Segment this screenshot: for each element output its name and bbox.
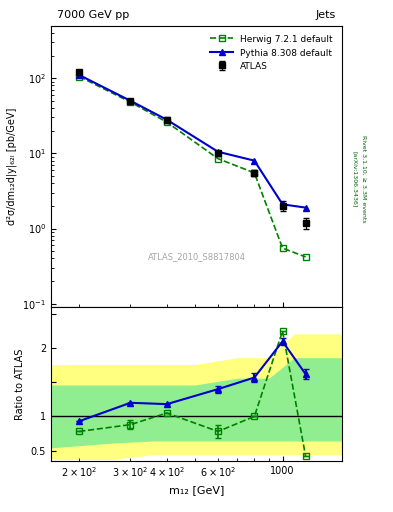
Herwig 7.2.1 default [164,119,169,125]
Pythia 8.308 default [252,158,257,164]
Pythia 8.308 default [303,204,308,210]
Legend: Herwig 7.2.1 default, Pythia 8.308 default, ATLAS: Herwig 7.2.1 default, Pythia 8.308 defau… [206,30,338,75]
Text: Jets: Jets [316,10,336,20]
Text: [arXiv:1306.3436]: [arXiv:1306.3436] [352,151,357,207]
Pythia 8.308 default [280,201,285,207]
Herwig 7.2.1 default [77,74,82,80]
Pythia 8.308 default [216,148,220,155]
Herwig 7.2.1 default [280,245,285,251]
Text: ATLAS_2010_S8817804: ATLAS_2010_S8817804 [147,252,246,261]
Pythia 8.308 default [77,72,82,78]
Pythia 8.308 default [164,117,169,123]
Text: Rivet 3.1.10, ≥ 3.3M events: Rivet 3.1.10, ≥ 3.3M events [362,135,367,223]
Y-axis label: d²σ/dm₁₂d|y|₆₂ₗ [pb/GeV]: d²σ/dm₁₂d|y|₆₂ₗ [pb/GeV] [6,108,17,225]
Y-axis label: Ratio to ATLAS: Ratio to ATLAS [15,348,25,420]
Text: 7000 GeV pp: 7000 GeV pp [57,10,129,20]
Pythia 8.308 default [128,98,133,104]
Herwig 7.2.1 default [303,254,308,260]
Herwig 7.2.1 default [252,170,257,176]
Line: Herwig 7.2.1 default: Herwig 7.2.1 default [77,74,309,260]
Line: Pythia 8.308 default: Pythia 8.308 default [77,72,309,210]
Herwig 7.2.1 default [128,99,133,105]
X-axis label: m₁₂ [GeV]: m₁₂ [GeV] [169,485,224,495]
Herwig 7.2.1 default [216,156,220,162]
